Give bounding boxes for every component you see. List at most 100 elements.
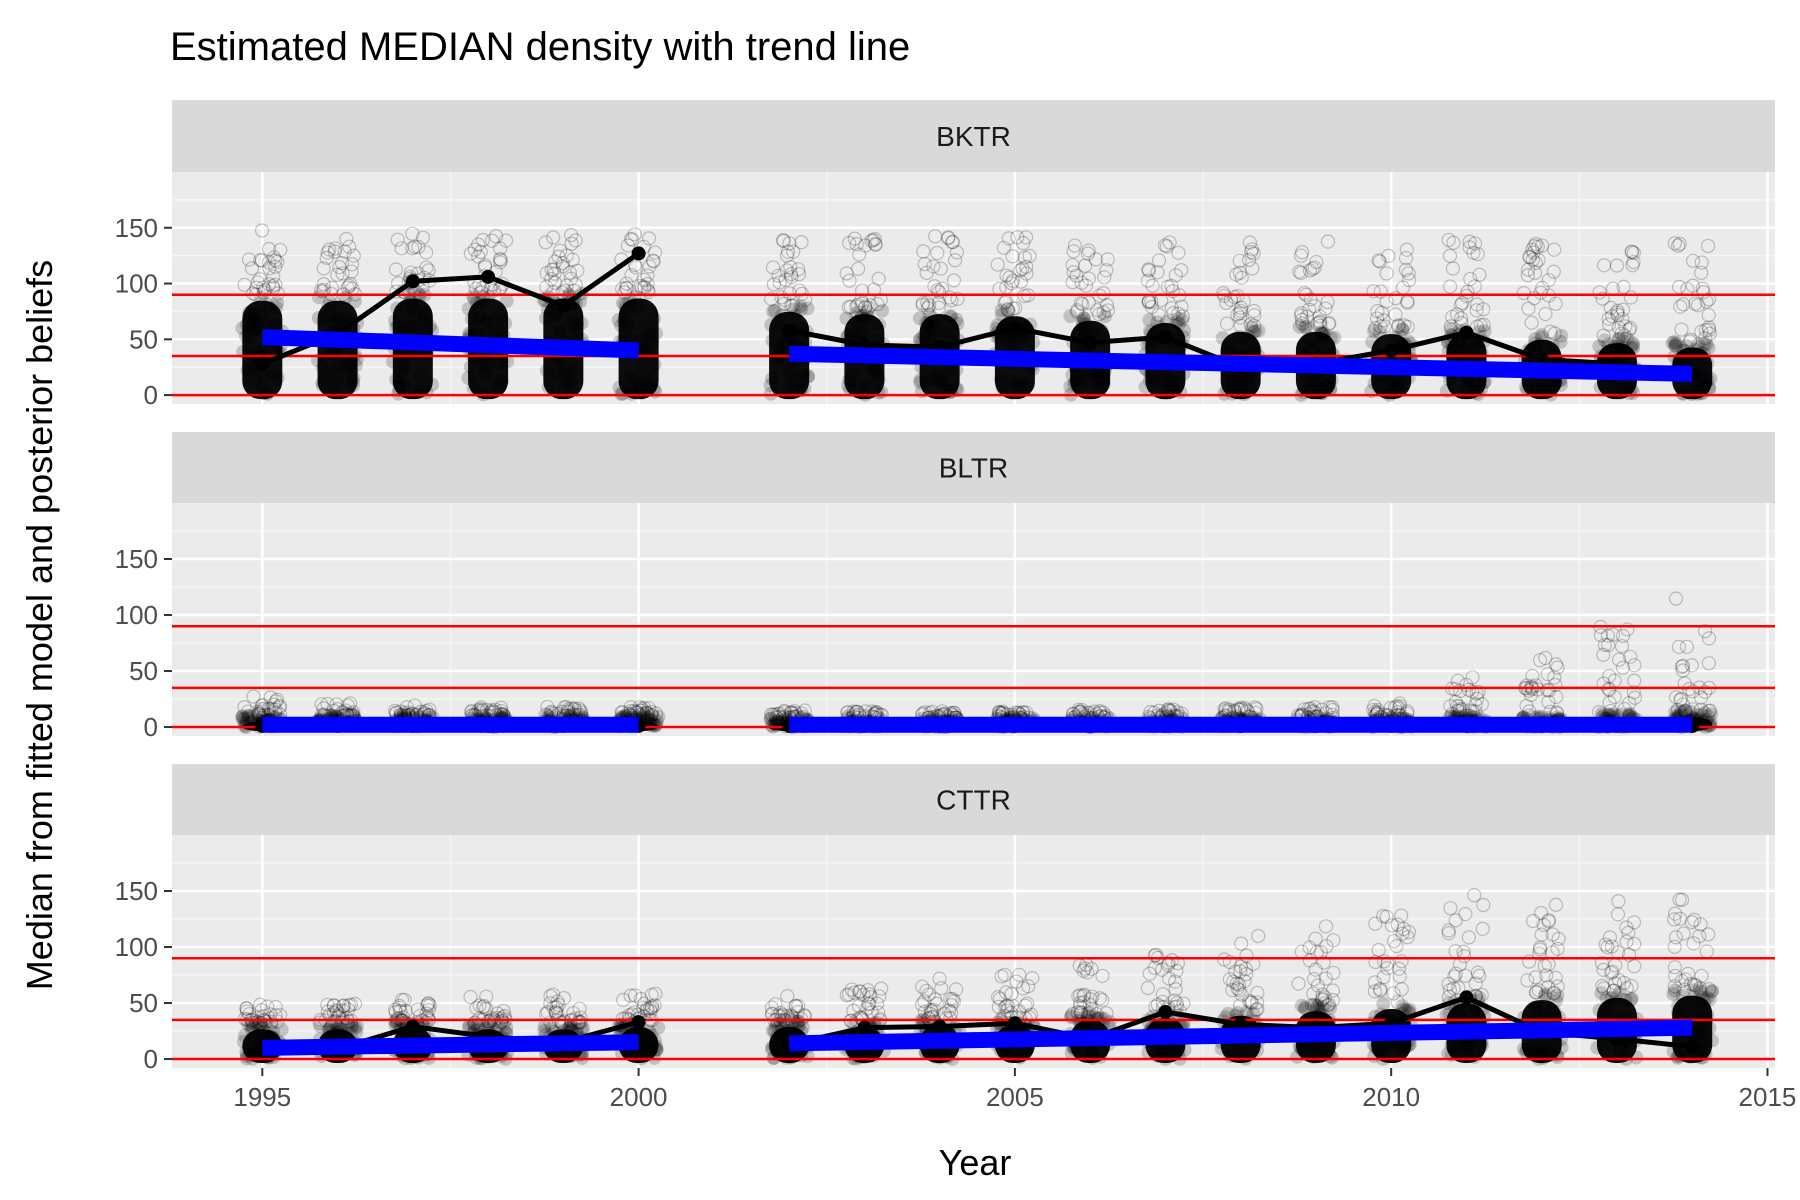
point — [422, 319, 437, 334]
y-axis-title: Median from fitted model and posterior b… — [19, 260, 60, 990]
point — [269, 300, 284, 315]
point — [552, 323, 567, 338]
point — [950, 316, 965, 331]
point — [794, 381, 809, 396]
point — [1087, 366, 1102, 381]
outlier-point — [1531, 252, 1546, 268]
outlier-point — [1527, 265, 1543, 280]
point — [618, 301, 633, 316]
point — [1162, 377, 1177, 392]
outlier-point — [1247, 308, 1262, 323]
outlier-point — [1100, 303, 1116, 318]
outlier-point — [246, 689, 261, 704]
outlier-point — [1019, 259, 1034, 274]
outlier-point — [1234, 270, 1249, 285]
x-tick-label: 2015 — [1739, 1082, 1797, 1112]
point — [235, 321, 250, 336]
point — [461, 301, 476, 316]
point — [764, 317, 779, 332]
point — [242, 709, 257, 724]
outlier-point — [868, 236, 883, 252]
point — [1690, 386, 1705, 401]
outlier-point — [1099, 298, 1115, 313]
outlier-point — [620, 238, 636, 253]
point — [1072, 367, 1087, 382]
point — [1602, 998, 1617, 1013]
outlier-point — [997, 295, 1012, 310]
outlier-point — [1397, 318, 1412, 333]
point — [1519, 379, 1534, 394]
point — [929, 372, 944, 387]
outlier-point — [1307, 298, 1322, 314]
chart-title: Estimated MEDIAN density with trend line — [170, 25, 910, 69]
outlier-point — [268, 702, 283, 717]
outlier-point — [342, 278, 357, 293]
point — [541, 380, 556, 395]
outlier-point — [559, 699, 574, 715]
point — [240, 711, 255, 726]
outlier-point — [1366, 284, 1381, 299]
outlier-point — [266, 250, 282, 265]
outlier-point — [254, 223, 270, 238]
outlier-point — [1524, 315, 1539, 330]
point — [640, 329, 655, 344]
point — [321, 299, 336, 314]
outlier-point — [250, 704, 266, 719]
point — [1590, 1040, 1605, 1055]
point — [1545, 337, 1560, 352]
point — [1600, 337, 1615, 352]
outlier-point — [1069, 268, 1084, 283]
point — [1534, 328, 1549, 343]
outlier-point — [1171, 245, 1186, 260]
point — [776, 336, 791, 351]
outlier-point — [920, 300, 936, 316]
point — [1314, 386, 1329, 401]
outlier-point — [1227, 289, 1242, 305]
point — [557, 378, 572, 393]
outlier-point — [794, 235, 809, 250]
outlier-point — [926, 259, 941, 274]
point — [1323, 382, 1338, 397]
outlier-point — [931, 295, 947, 311]
outlier-point — [1522, 249, 1537, 264]
outlier-point — [237, 277, 252, 292]
point — [860, 304, 875, 319]
outlier-point — [1398, 262, 1414, 277]
outlier-point — [562, 265, 578, 280]
point — [567, 320, 582, 335]
outlier-point — [931, 300, 946, 315]
point — [539, 363, 554, 378]
point — [391, 386, 406, 401]
point — [919, 315, 934, 330]
outlier-point — [1243, 317, 1258, 332]
outlier-point — [1233, 310, 1248, 325]
point — [1327, 330, 1342, 345]
outlier-point — [632, 700, 647, 715]
point — [1697, 336, 1712, 351]
point — [1246, 344, 1261, 359]
point — [476, 289, 491, 304]
outlier-point — [268, 277, 283, 292]
outlier-point — [473, 702, 488, 717]
point — [1367, 323, 1382, 338]
outlier-point — [1096, 305, 1111, 320]
point — [1305, 373, 1320, 388]
outlier-point — [1295, 245, 1310, 260]
outlier-point — [1462, 234, 1477, 249]
point — [393, 364, 408, 379]
point — [913, 332, 928, 347]
outlier-point — [540, 699, 555, 715]
point — [1550, 1050, 1565, 1065]
point — [934, 371, 949, 386]
point — [647, 311, 662, 326]
point — [922, 329, 937, 344]
outlier-point — [1449, 307, 1465, 322]
outlier-point — [950, 291, 965, 307]
outlier-point — [265, 279, 280, 294]
outlier-point — [272, 698, 288, 714]
outlier-point — [779, 248, 795, 263]
outlier-point — [623, 231, 639, 247]
outlier-point — [538, 235, 553, 250]
outlier-point — [1090, 303, 1105, 318]
outlier-point — [1293, 265, 1309, 280]
